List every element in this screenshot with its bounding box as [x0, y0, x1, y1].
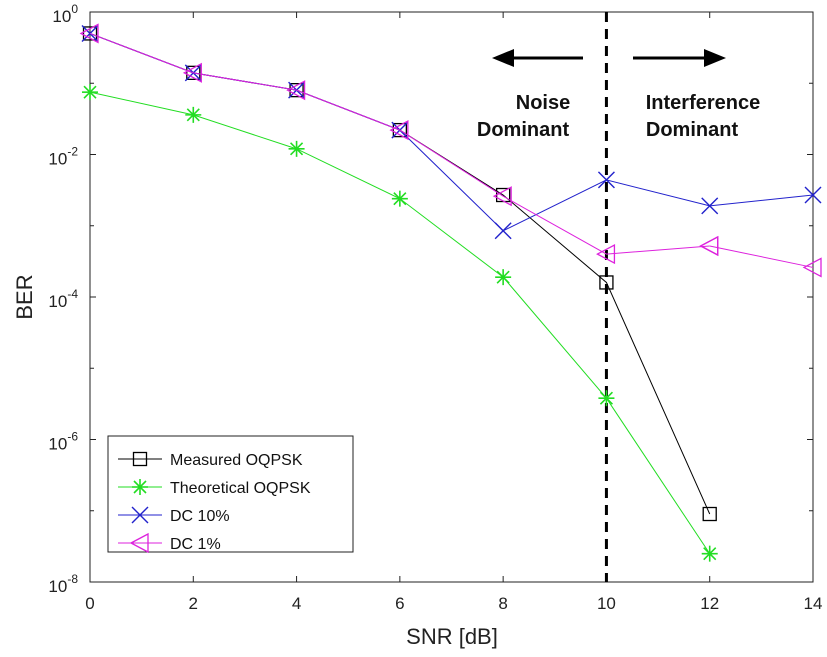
legend-marker-stroke	[133, 480, 147, 494]
data-point-dc-10	[597, 171, 615, 189]
data-point-theoretical-oqpsk-stroke	[599, 391, 613, 405]
data-point-theoretical-oqpsk	[391, 190, 408, 207]
data-point-dc-1-cont	[699, 235, 719, 257]
data-point-measured-oqpsk	[82, 26, 98, 41]
data-point-dc-1	[492, 186, 512, 207]
series-dc-1-cont	[699, 235, 822, 278]
axis-ticks	[89, 11, 814, 583]
x-tick-label: 0	[85, 594, 94, 613]
data-point-measured-oqpsk	[289, 83, 304, 98]
y-tick-label: 10-6	[48, 430, 78, 454]
data-point-dc-10-stroke	[804, 186, 822, 204]
data-point-dc-10	[804, 186, 822, 204]
data-point-measured-oqpsk	[702, 506, 717, 522]
data-point-theoretical-oqpsk	[701, 545, 718, 562]
data-point-dc-1-cont	[802, 257, 822, 278]
annotation-interference-dominant: Dominant	[646, 119, 739, 141]
left-arrow-head	[492, 49, 514, 67]
data-point-dc-10-stroke	[494, 222, 512, 240]
legend-entry-dc-10: DC 10%	[118, 506, 230, 525]
data-point-measured-oqpsk	[599, 275, 614, 290]
y-tick-labels: 100 10-2 10-4 10-6 10-8	[48, 2, 78, 596]
legend-marker	[129, 532, 149, 554]
legend-marker	[132, 451, 148, 467]
legend-label: DC 1%	[170, 536, 221, 553]
legend-entry-theoretical-oqpsk: Theoretical OQPSK	[118, 479, 311, 497]
legend-marker	[131, 506, 149, 524]
data-point-dc-10-stroke	[597, 171, 615, 189]
x-axis-label: SNR [dB]	[406, 624, 498, 649]
data-point-theoretical-oqpsk	[288, 140, 305, 157]
annotation-noise-dominant: Dominant	[477, 119, 570, 141]
series-theoretical-oqpsk	[82, 84, 718, 562]
y-tick-label: 100	[52, 2, 78, 26]
data-point-theoretical-oqpsk	[495, 269, 512, 286]
x-tick-labels: 0 2 4 6 8 10 12 14	[85, 594, 822, 613]
data-point-theoretical-oqpsk	[82, 84, 98, 101]
data-point-measured-oqpsk	[392, 122, 408, 138]
x-tick-label: 6	[395, 594, 404, 613]
x-tick-label: 8	[498, 594, 507, 613]
y-tick-label: 10-2	[48, 145, 78, 169]
legend-entry-measured-oqpsk: Measured OQPSK	[118, 451, 303, 469]
x-tick-label: 4	[292, 594, 301, 613]
data-point-theoretical-oqpsk-stroke	[186, 108, 200, 122]
data-point-theoretical-oqpsk	[185, 106, 202, 123]
data-point-theoretical-oqpsk-stroke	[83, 85, 97, 99]
data-point-dc-1	[389, 120, 409, 141]
data-point-theoretical-oqpsk-stroke	[393, 192, 407, 206]
annotation-interference: Interference	[646, 92, 761, 114]
data-point-dc-1	[182, 62, 202, 83]
legend-label: Theoretical OQPSK	[170, 480, 311, 497]
x-tick-label: 14	[804, 594, 823, 613]
right-arrow-head	[704, 49, 726, 67]
data-point-theoretical-oqpsk-stroke	[703, 547, 717, 561]
data-point-dc-1	[79, 23, 99, 44]
series-layer	[79, 23, 822, 562]
legend-marker-stroke	[131, 506, 149, 524]
series-line-dc-1	[89, 32, 710, 255]
legend-label: DC 10%	[170, 508, 230, 525]
series-line-dc-1-cont	[709, 245, 814, 268]
data-point-dc-10	[494, 222, 512, 240]
legend-marker	[132, 479, 148, 495]
x-tick-label: 2	[189, 594, 198, 613]
data-point-dc-10-stroke	[701, 197, 719, 215]
data-point-measured-oqpsk	[186, 65, 201, 80]
legend: Measured OQPSK Theoretical OQPSK DC 10% DC …	[107, 435, 354, 554]
data-point-theoretical-oqpsk	[598, 390, 615, 407]
annotation-noise: Noise	[516, 92, 570, 114]
legend-entry-dc-1: DC 1%	[118, 532, 221, 554]
y-tick-label: 10-8	[48, 572, 78, 596]
data-point-dc-10	[701, 197, 719, 215]
data-point-theoretical-oqpsk-stroke	[496, 270, 510, 284]
data-point-theoretical-oqpsk-stroke	[290, 142, 304, 156]
y-axis-label: BER	[12, 274, 37, 319]
legend-label: Measured OQPSK	[170, 452, 303, 469]
y-tick-label: 10-4	[48, 287, 78, 311]
legend-box	[107, 435, 354, 553]
x-tick-label: 12	[700, 594, 719, 613]
data-point-dc-1	[596, 244, 616, 265]
data-point-dc-1	[286, 80, 306, 101]
x-tick-label: 10	[597, 594, 616, 613]
